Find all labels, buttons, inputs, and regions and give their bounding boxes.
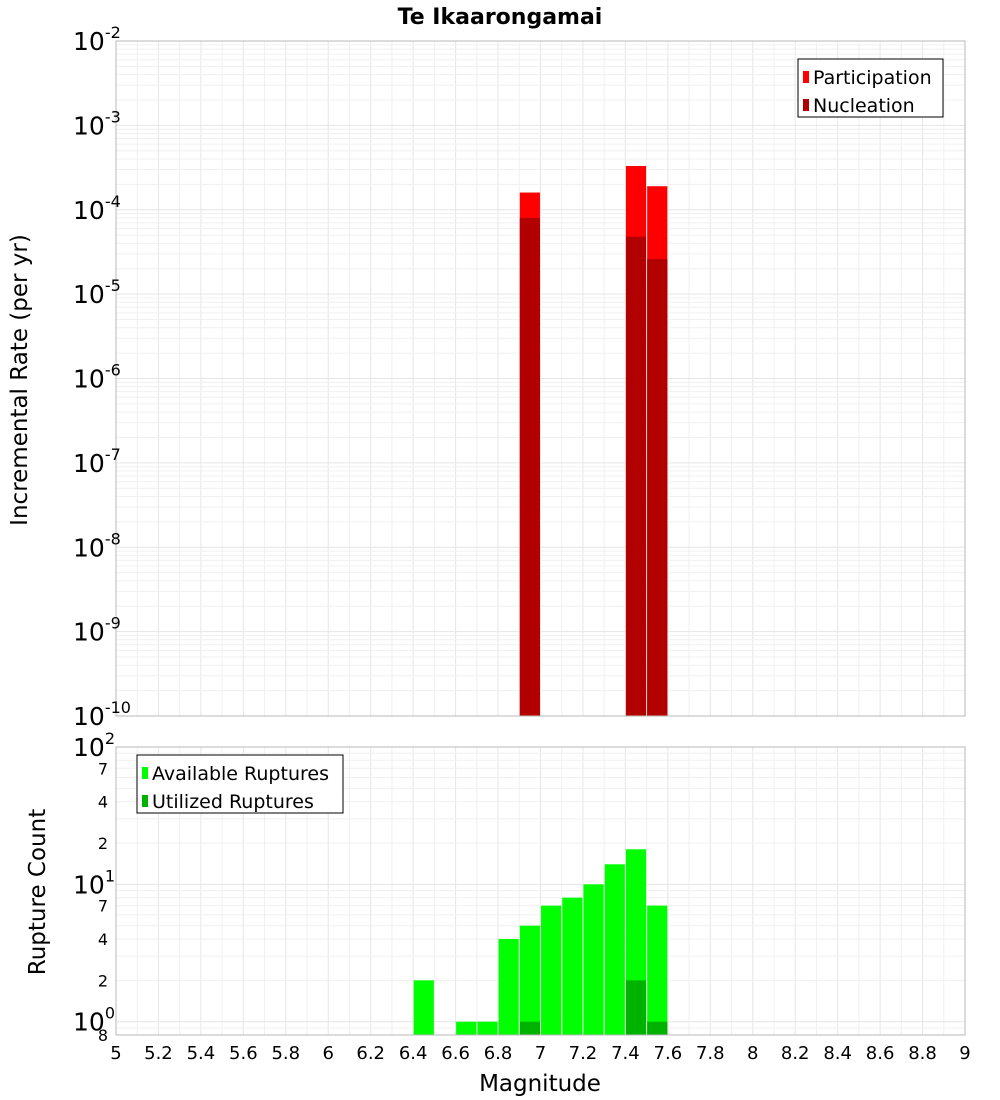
bottom-bar-available-ruptures — [519, 925, 540, 1035]
top-legend-swatch — [803, 71, 809, 83]
bottom-bar-available-ruptures — [413, 980, 434, 1035]
bottom-bar-available-ruptures — [541, 905, 562, 1035]
x-tick-label: 8.6 — [866, 1043, 895, 1064]
x-tick-label: 6.2 — [356, 1043, 385, 1064]
bottom-bar-utilized-ruptures — [625, 980, 647, 1035]
x-tick-label: 7.8 — [696, 1043, 725, 1064]
bottom-bar-utilized-ruptures — [519, 1021, 540, 1035]
bottom-bar-available-ruptures — [456, 1021, 477, 1035]
top-y-tick-label: 10-8 — [73, 529, 121, 562]
top-panel-rate-chart: 10-10 10-9 10-8 10-7 10-6 10-5 10-4 10-3 10-2 Par… — [73, 23, 966, 731]
top-bar-nucleation — [625, 236, 647, 716]
x-tick-label: 6.8 — [484, 1043, 513, 1064]
bottom-y-minor-tick-label: 2 — [98, 834, 108, 853]
x-tick-label: 5.8 — [271, 1043, 300, 1064]
bottom-legend — [136, 754, 344, 814]
bottom-y-minor-tick-label: 7 — [98, 897, 108, 916]
x-tick-label: 6.4 — [399, 1043, 428, 1064]
bottom-bar-available-ruptures — [477, 1021, 498, 1035]
x-tick-label: 9 — [959, 1043, 970, 1064]
x-tick-label: 8 — [747, 1043, 758, 1064]
x-tick-label: 5 — [110, 1043, 121, 1064]
top-legend-label: Nucleation — [813, 95, 915, 117]
top-plot-frame — [115, 40, 966, 717]
bottom-y-axis-title: Rupture Count — [25, 809, 51, 975]
bottom-legend-swatch — [142, 767, 148, 779]
x-tick-label: 7 — [535, 1043, 546, 1064]
bottom-legend-label: Utilized Ruptures — [152, 791, 314, 813]
x-tick-label: 6.6 — [441, 1043, 470, 1064]
bottom-legend-swatch — [142, 795, 148, 807]
top-bar-nucleation — [647, 259, 668, 716]
top-y-tick-label: 10-6 — [73, 361, 121, 394]
bottom-y-minor-tick-label: 7 — [98, 759, 108, 778]
x-tick-label: 5.4 — [187, 1043, 216, 1064]
bottom-plot-frame — [115, 746, 966, 1036]
x-tick-label: 8.8 — [908, 1043, 937, 1064]
top-y-tick-label: 10-7 — [73, 445, 121, 478]
bottom-y-minor-tick-label: 2 — [98, 971, 108, 990]
bottom-y-tick-label: 102 — [73, 729, 115, 762]
top-legend — [797, 58, 944, 118]
top-y-tick-label: 10-4 — [73, 192, 121, 225]
bottom-bar-available-ruptures — [647, 905, 668, 1035]
x-tick-label: 8.4 — [823, 1043, 852, 1064]
x-tick-label: 5.2 — [144, 1043, 173, 1064]
x-tick-label: 7.6 — [654, 1043, 683, 1064]
bottom-y-minor-tick-label: 4 — [98, 793, 108, 812]
x-axis-title: Magnitude — [479, 1071, 601, 1097]
bottom-y-tick-label: 101 — [73, 866, 115, 899]
chart-title: Te Ikaarongamai — [398, 5, 603, 30]
bottom-bar-available-ruptures — [604, 864, 625, 1035]
top-y-axis-title: Incremental Rate (per yr) — [7, 234, 33, 526]
top-legend-label: Participation — [813, 67, 932, 89]
top-y-tick-label: 10-5 — [73, 276, 121, 309]
x-tick-label: 7.4 — [611, 1043, 640, 1064]
top-y-tick-label: 10-2 — [73, 23, 121, 56]
top-legend-swatch — [803, 99, 809, 111]
bottom-bar-available-ruptures — [498, 939, 519, 1035]
bottom-y-tick-label: 100 — [73, 1004, 115, 1037]
top-y-tick-label: 10-9 — [73, 614, 121, 647]
bottom-y-minor-tick-label: 8 — [98, 1026, 108, 1045]
top-bar-nucleation — [519, 217, 540, 716]
bottom-legend-label: Available Ruptures — [152, 763, 329, 785]
x-tick-label: 7.2 — [569, 1043, 598, 1064]
x-tick-label: 6 — [323, 1043, 334, 1064]
x-tick-label: 5.6 — [229, 1043, 258, 1064]
top-y-tick-label: 10-10 — [73, 698, 131, 731]
bottom-y-minor-tick-label: 4 — [98, 930, 108, 949]
top-y-tick-label: 10-3 — [73, 107, 121, 140]
bottom-bar-utilized-ruptures — [647, 1021, 668, 1035]
bottom-bar-available-ruptures — [583, 884, 604, 1035]
x-tick-label: 8.2 — [781, 1043, 810, 1064]
bottom-bar-available-ruptures — [562, 897, 583, 1035]
